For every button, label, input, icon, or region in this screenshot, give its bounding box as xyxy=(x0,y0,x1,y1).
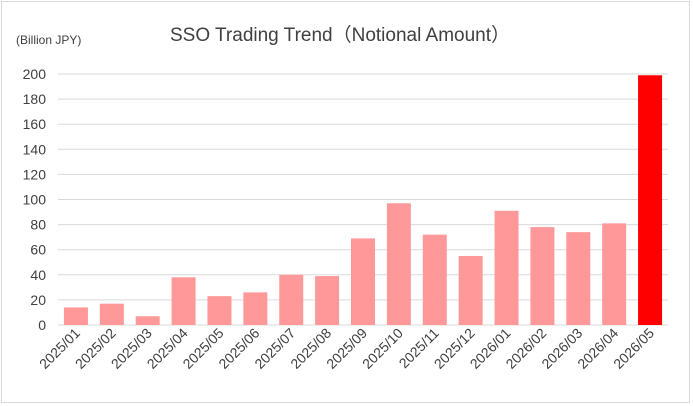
y-tick-label: 160 xyxy=(23,116,47,132)
y-tick-label: 40 xyxy=(30,267,46,283)
bar-2025-10 xyxy=(386,203,411,325)
unit-label: (Billion JPY) xyxy=(16,33,81,47)
bar-2026-04 xyxy=(602,223,627,325)
bar-2025-05 xyxy=(207,296,232,325)
bar-2025-09 xyxy=(351,238,375,325)
x-tick-label: 2026/05 xyxy=(610,325,657,372)
y-tick-label: 140 xyxy=(23,141,47,157)
y-tick-label: 200 xyxy=(23,66,47,82)
y-tick-label: 20 xyxy=(30,292,46,308)
y-tick-label: 0 xyxy=(38,317,46,333)
bar-2025-03 xyxy=(135,316,160,325)
bars xyxy=(63,75,663,325)
bar-2026-01 xyxy=(494,210,519,325)
bar-2026-03 xyxy=(566,232,591,325)
bar-2026-05 xyxy=(638,75,663,325)
y-tick-label: 120 xyxy=(23,166,47,182)
y-tick-label: 60 xyxy=(30,242,46,258)
bar-2025-08 xyxy=(315,276,340,325)
bar-2026-02 xyxy=(530,227,555,325)
y-tick-label: 80 xyxy=(30,217,46,233)
bar-2025-12 xyxy=(458,255,483,325)
y-tick-label: 100 xyxy=(23,192,47,208)
bar-2025-01 xyxy=(63,307,88,325)
bar-2025-06 xyxy=(243,292,268,325)
chart-title: SSO Trading Trend（Notional Amount） xyxy=(170,24,510,46)
x-axis-tick-labels: 2025/012025/022025/032025/042025/052025/… xyxy=(36,325,657,372)
y-tick-label: 180 xyxy=(23,91,47,107)
bar-2025-04 xyxy=(171,277,196,325)
bar-2025-02 xyxy=(99,303,124,325)
y-axis-tick-labels: 0 20 40 60 80 100 120 140 160 180 200 xyxy=(23,66,47,333)
bar-2025-07 xyxy=(279,274,304,325)
bar-2025-11 xyxy=(422,234,447,325)
